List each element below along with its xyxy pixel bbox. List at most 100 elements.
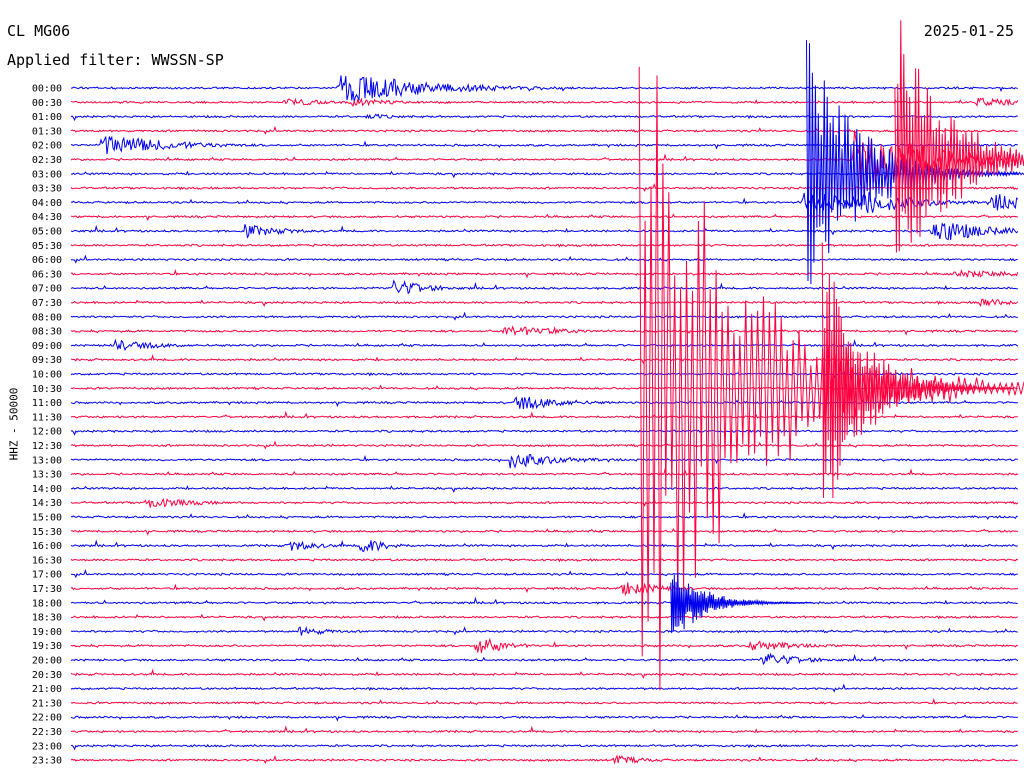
- trace-line: [70, 668, 1018, 679]
- row-label: 14:30: [32, 498, 62, 509]
- date-label: 2025-01-25: [923, 22, 1014, 40]
- trace-line: [71, 528, 1019, 536]
- trace-line: [70, 338, 1019, 352]
- row-label: 15:30: [32, 527, 62, 538]
- row-label: 20:30: [32, 670, 62, 681]
- trace-line: [70, 683, 1018, 693]
- row-label: 23:30: [32, 756, 62, 767]
- row-label: 05:30: [32, 241, 62, 252]
- trace-line: [70, 269, 1019, 279]
- trace-line: [70, 596, 1018, 605]
- trace-line: [70, 625, 1018, 636]
- trace-line: [70, 743, 1019, 751]
- trace-line: [70, 497, 1019, 508]
- row-label: 00:30: [32, 98, 62, 109]
- trace-line: [70, 485, 1018, 493]
- row-label: 10:00: [32, 370, 62, 381]
- trace-line: [70, 429, 1019, 436]
- trace-line: [70, 454, 1018, 469]
- trace-line: [70, 298, 1019, 308]
- row-label: 09:00: [32, 341, 62, 352]
- filter-label: Applied filter: WWSSN-SP: [7, 51, 224, 69]
- row-label: 00:00: [32, 84, 62, 95]
- row-label: 11:30: [32, 412, 62, 423]
- row-label: 16:00: [32, 541, 62, 552]
- row-label: 02:00: [32, 141, 62, 152]
- row-label: 03:30: [32, 184, 62, 195]
- row-label: 12:00: [32, 427, 62, 438]
- row-label: 21:30: [32, 698, 62, 709]
- row-label: 01:00: [32, 112, 62, 123]
- row-label: 19:30: [32, 641, 62, 652]
- row-label: 16:30: [32, 555, 62, 566]
- trace-line: [70, 410, 1018, 419]
- row-label: 03:00: [32, 169, 62, 180]
- row-label: 19:00: [32, 627, 62, 638]
- trace-line: [70, 637, 1019, 654]
- trace-line: [70, 652, 1019, 666]
- event-burst: [670, 572, 814, 634]
- event-burst: [638, 66, 1024, 691]
- trace-line: [70, 613, 1019, 622]
- row-label: 22:30: [32, 727, 62, 738]
- row-label: 13:30: [32, 470, 62, 481]
- trace-line: [70, 354, 1018, 365]
- trace-line: [70, 440, 1018, 450]
- trace-line: [70, 467, 1019, 477]
- event-burst: [821, 242, 1013, 499]
- row-label: 09:30: [32, 355, 62, 366]
- trace-line: [70, 558, 1019, 563]
- traces: [70, 20, 1024, 765]
- trace-line: [71, 213, 1019, 222]
- trace-line: [70, 396, 1018, 410]
- trace-line: [71, 75, 1018, 102]
- trace-line: [70, 135, 1018, 155]
- row-label: 23:00: [32, 741, 62, 752]
- row-label: 18:00: [32, 598, 62, 609]
- row-label: 13:00: [32, 455, 62, 466]
- row-label: 08:00: [32, 312, 62, 323]
- row-label: 11:00: [32, 398, 62, 409]
- trace-line: [70, 182, 1019, 193]
- trace-line: [70, 512, 1018, 520]
- trace-line: [70, 754, 1018, 765]
- trace-line: [70, 311, 1018, 321]
- row-label: 17:30: [32, 584, 62, 595]
- trace-line: [70, 125, 1018, 135]
- row-label: 02:30: [32, 155, 62, 166]
- trace-line: [70, 222, 1019, 241]
- row-label: 04:30: [32, 212, 62, 223]
- row-label: 05:00: [32, 227, 62, 238]
- trace-line: [70, 243, 1019, 248]
- event-burst: [894, 20, 1024, 253]
- trace-line: [70, 713, 1018, 722]
- trace-line: [70, 698, 1018, 706]
- trace-line: [70, 192, 1019, 214]
- trace-line: [70, 170, 1018, 179]
- row-label: 01:30: [32, 126, 62, 137]
- trace-line: [71, 569, 1018, 579]
- row-label: 18:30: [32, 613, 62, 624]
- row-labels: 00:00 00:30 01:00 01:30 02:00 02:30 03:00 03:30…: [32, 84, 62, 767]
- trace-line: [70, 725, 1018, 734]
- row-label: 21:00: [32, 684, 62, 695]
- trace-line: [70, 325, 1019, 337]
- trace-line: [70, 582, 1019, 597]
- row-label: 20:00: [32, 656, 62, 667]
- row-label: 04:00: [32, 198, 62, 209]
- trace-line: [71, 254, 1018, 264]
- trace-line: [70, 279, 1018, 295]
- station-title: CL MG06: [7, 22, 71, 40]
- row-label: 17:00: [32, 570, 62, 581]
- row-label: 10:30: [32, 384, 62, 395]
- row-label: 07:00: [32, 284, 62, 295]
- row-label: 06:00: [32, 255, 62, 266]
- row-label: 15:00: [32, 513, 62, 524]
- row-label: 22:00: [32, 713, 62, 724]
- trace-line: [70, 539, 1018, 552]
- trace-line: [70, 97, 1019, 108]
- row-label: 08:30: [32, 327, 62, 338]
- row-label: 14:00: [32, 484, 62, 495]
- trace-line: [70, 113, 1019, 122]
